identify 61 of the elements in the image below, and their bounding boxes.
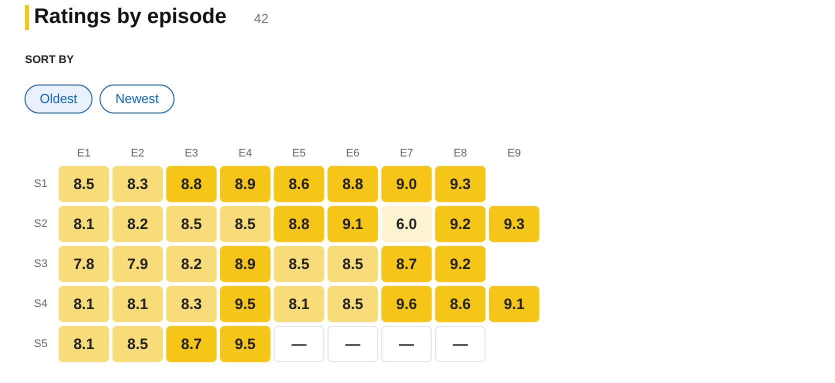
data-label: 8.1 [288, 296, 310, 313]
y-tick-label: S2 [34, 218, 48, 230]
y-tick-label: S1 [34, 178, 48, 190]
data-label: 8.6 [450, 296, 471, 313]
data-label: 8.5 [127, 336, 148, 353]
data-label: 8.1 [73, 296, 94, 313]
y-tick-label: S5 [34, 338, 48, 350]
data-label: 8.8 [181, 176, 202, 193]
chart-subtitle: 42 [254, 11, 268, 26]
x-tick-label: E3 [184, 148, 198, 160]
text: — [399, 336, 414, 353]
data-label: 8.8 [288, 216, 310, 233]
data-label: 9.3 [504, 216, 525, 233]
data-label: 8.5 [342, 296, 364, 313]
data-label: 9.2 [450, 256, 471, 273]
data-label: 8.6 [288, 176, 310, 193]
data-label: 8.1 [127, 296, 148, 313]
x-tick-label: E4 [238, 148, 252, 160]
text: Newest [115, 91, 160, 106]
data-label: 9.6 [396, 296, 417, 313]
x-tick-label: E2 [130, 148, 144, 160]
data-label: 8.3 [181, 296, 202, 313]
data-label: 8.7 [396, 256, 417, 273]
data-label: 8.7 [181, 336, 202, 353]
data-label: 8.2 [181, 256, 202, 273]
x-tick-label: E6 [346, 148, 360, 160]
y-tick-label: S4 [34, 298, 48, 310]
data-label: 9.5 [234, 336, 256, 353]
data-label: 8.5 [342, 256, 364, 273]
data-label: 8.5 [234, 216, 256, 233]
data-label: 9.1 [504, 296, 525, 313]
data-label: 8.1 [73, 336, 94, 353]
y-tick-label: S3 [34, 258, 48, 270]
x-tick-label: E5 [292, 148, 306, 160]
data-label: 9.1 [342, 216, 364, 233]
data-label: 7.9 [127, 256, 148, 273]
x-tick-label: E8 [454, 148, 468, 160]
text: — [345, 336, 360, 353]
data-label: 8.9 [234, 176, 256, 193]
text: — [292, 336, 306, 353]
data-label: 9.0 [396, 176, 417, 193]
data-label: 8.5 [181, 216, 202, 233]
data-label: 8.2 [127, 216, 148, 233]
chart-title: Ratings by episode [34, 5, 227, 28]
x-tick-label: E7 [400, 148, 414, 160]
x-tick-label: E1 [77, 148, 91, 160]
data-label: 7.8 [73, 256, 94, 273]
data-label: 9.2 [450, 216, 471, 233]
text: — [452, 336, 468, 353]
data-label: 8.1 [73, 216, 94, 233]
data-label: 8.8 [342, 176, 364, 193]
data-label: 8.5 [288, 256, 310, 273]
data-label: 8.9 [234, 256, 256, 273]
text: SORT BY [25, 54, 75, 66]
data-label: 8.3 [127, 176, 148, 193]
data-label: 9.3 [450, 176, 471, 193]
data-label: 9.5 [234, 296, 256, 313]
text: Oldest [40, 91, 78, 106]
data-label: 8.5 [73, 176, 94, 193]
data-label: 6.0 [396, 216, 417, 233]
x-tick-label: E9 [507, 148, 521, 160]
